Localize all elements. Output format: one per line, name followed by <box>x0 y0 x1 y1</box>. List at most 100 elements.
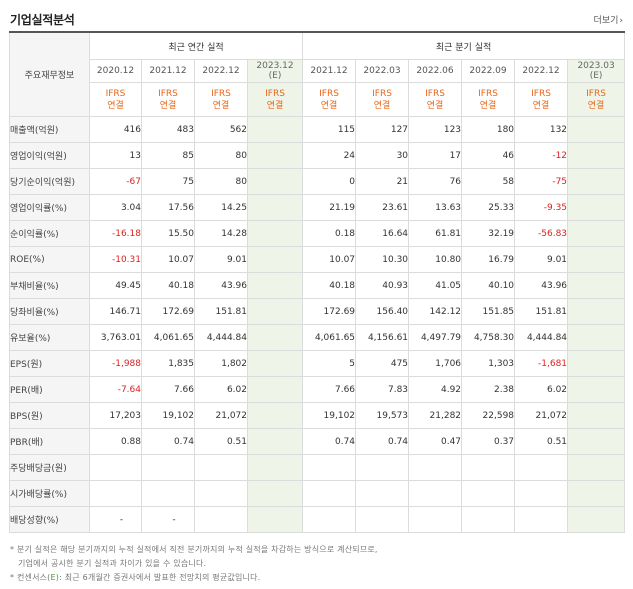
table-row: ROE(%) -10.31 10.07 9.01 10.07 10.30 10.80 16.7… <box>9 246 626 273</box>
table-cell: 3,763.01 <box>89 324 142 351</box>
row-label: PER(배) <box>9 376 90 403</box>
period-header-quarterly: 2022.06 <box>408 59 463 83</box>
table-cell <box>567 246 626 273</box>
footnote-quarterly: * 분기 실적은 해당 분기까지의 누적 실적에서 직전 분기까지의 누적 실적… <box>10 545 378 554</box>
table-cell: 49.45 <box>89 272 142 299</box>
table-cell: 61.81 <box>408 220 463 247</box>
table-cell <box>246 350 304 377</box>
table-cell <box>514 454 569 481</box>
table-cell <box>194 454 248 481</box>
table-cell <box>246 428 304 455</box>
table-cell: 14.25 <box>194 194 248 221</box>
period-header-quarterly: 2022.09 <box>461 59 516 83</box>
table-cell <box>302 506 357 533</box>
more-label: 더보기 <box>593 16 619 26</box>
table-cell: 10.30 <box>355 246 410 273</box>
table-cell <box>246 272 304 299</box>
table-cell: 40.10 <box>461 272 516 299</box>
table-cell: 142.12 <box>408 298 463 325</box>
table-row: 시가배당률(%) <box>9 480 626 507</box>
table-cell: 4,061.65 <box>141 324 195 351</box>
period-header-annual: 2020.12 <box>89 59 142 83</box>
row-label: 당좌비율(%) <box>9 298 90 325</box>
table-cell: 0.51 <box>514 428 569 455</box>
table-cell: 19,102 <box>141 402 195 429</box>
table-cell <box>246 142 304 169</box>
row-label: 영업이익(억원) <box>9 142 90 169</box>
row-label: 시가배당률(%) <box>9 480 90 507</box>
table-cell <box>567 168 626 195</box>
chevron-right-icon: › <box>619 16 623 26</box>
table-cell: 9.01 <box>194 246 248 273</box>
table-cell: 1,303 <box>461 350 516 377</box>
table-cell <box>355 480 410 507</box>
table-cell: 25.33 <box>461 194 516 221</box>
row-label: 영업이익률(%) <box>9 194 90 221</box>
table-cell: 7.66 <box>141 376 195 403</box>
table-cell <box>246 246 304 273</box>
table-cell: 416 <box>89 116 142 143</box>
table-cell <box>461 506 516 533</box>
table-cell <box>246 220 304 247</box>
table-cell: -10.31 <box>89 246 142 273</box>
table-cell: 80 <box>194 168 248 195</box>
table-cell: 58 <box>461 168 516 195</box>
table-cell: 0.74 <box>302 428 357 455</box>
table-cell: 0.47 <box>408 428 463 455</box>
table-cell: - <box>141 506 195 533</box>
row-label: 매출액(억원) <box>9 116 90 143</box>
table-cell: 1,706 <box>408 350 463 377</box>
table-cell: 75 <box>141 168 195 195</box>
table-cell <box>141 480 195 507</box>
table-cell: 16.79 <box>461 246 516 273</box>
financial-table: 주요재무정보 최근 연간 실적 최근 분기 실적 2020.12 2021.12 2… <box>9 31 626 533</box>
table-cell: -56.83 <box>514 220 569 247</box>
table-cell: 172.69 <box>302 298 357 325</box>
table-cell <box>567 350 626 377</box>
table-row: 당기순이익(억원) -67 75 80 0 21 76 58 -75 <box>9 168 626 195</box>
table-cell: 6.02 <box>194 376 248 403</box>
table-cell: 3.04 <box>89 194 142 221</box>
table-cell: 13.63 <box>408 194 463 221</box>
ifrs-badge: IFRS 연결 <box>141 82 195 117</box>
table-cell <box>246 116 304 143</box>
table-cell: 0 <box>302 168 357 195</box>
table-cell: 0.74 <box>141 428 195 455</box>
table-cell <box>89 480 142 507</box>
table-cell: 172.69 <box>141 298 195 325</box>
table-cell: 10.07 <box>302 246 357 273</box>
period-header-quarterly: 2023.03 (E) <box>567 59 626 83</box>
row-label: 순이익률(%) <box>9 220 90 247</box>
table-cell: 151.81 <box>194 298 248 325</box>
table-cell: 85 <box>141 142 195 169</box>
table-cell: 17 <box>408 142 463 169</box>
table-cell: 5 <box>302 350 357 377</box>
table-cell <box>567 220 626 247</box>
table-cell: 43.96 <box>194 272 248 299</box>
table-cell <box>194 506 248 533</box>
row-label: 당기순이익(억원) <box>9 168 90 195</box>
table-cell <box>408 506 463 533</box>
table-cell <box>302 454 357 481</box>
table-cell <box>246 194 304 221</box>
footnotes: * 분기 실적은 해당 분기까지의 누적 실적에서 직전 분기까지의 누적 실적… <box>10 543 378 585</box>
table-cell: 10.07 <box>141 246 195 273</box>
period-header-annual: 2022.12 <box>194 59 248 83</box>
table-cell: -7.64 <box>89 376 142 403</box>
table-cell: -16.18 <box>89 220 142 247</box>
footnote-consensus: * 컨센서스(E): 최근 6개월간 증권사에서 발표한 전망치의 평균값입니다… <box>10 573 261 582</box>
table-cell <box>141 454 195 481</box>
table-cell: 151.85 <box>461 298 516 325</box>
table-cell: 127 <box>355 116 410 143</box>
more-link[interactable]: 더보기› <box>594 13 623 26</box>
table-cell: 146.71 <box>89 298 142 325</box>
table-cell: 7.66 <box>302 376 357 403</box>
row-label: ROE(%) <box>9 246 90 273</box>
table-cell: 21.19 <box>302 194 357 221</box>
table-cell <box>514 480 569 507</box>
ifrs-badge: IFRS 연결 <box>302 82 357 117</box>
table-cell: -1,681 <box>514 350 569 377</box>
table-cell <box>567 116 626 143</box>
table-cell: 15.50 <box>141 220 195 247</box>
table-cell <box>567 376 626 403</box>
